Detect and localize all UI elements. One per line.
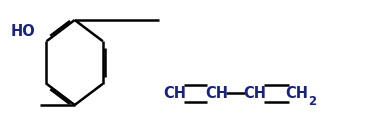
Text: CH: CH (285, 86, 308, 101)
Text: CH: CH (243, 86, 266, 101)
Text: 2: 2 (308, 95, 316, 108)
Text: CH: CH (163, 86, 186, 101)
Text: CH: CH (205, 86, 228, 101)
Text: HO: HO (11, 24, 36, 39)
